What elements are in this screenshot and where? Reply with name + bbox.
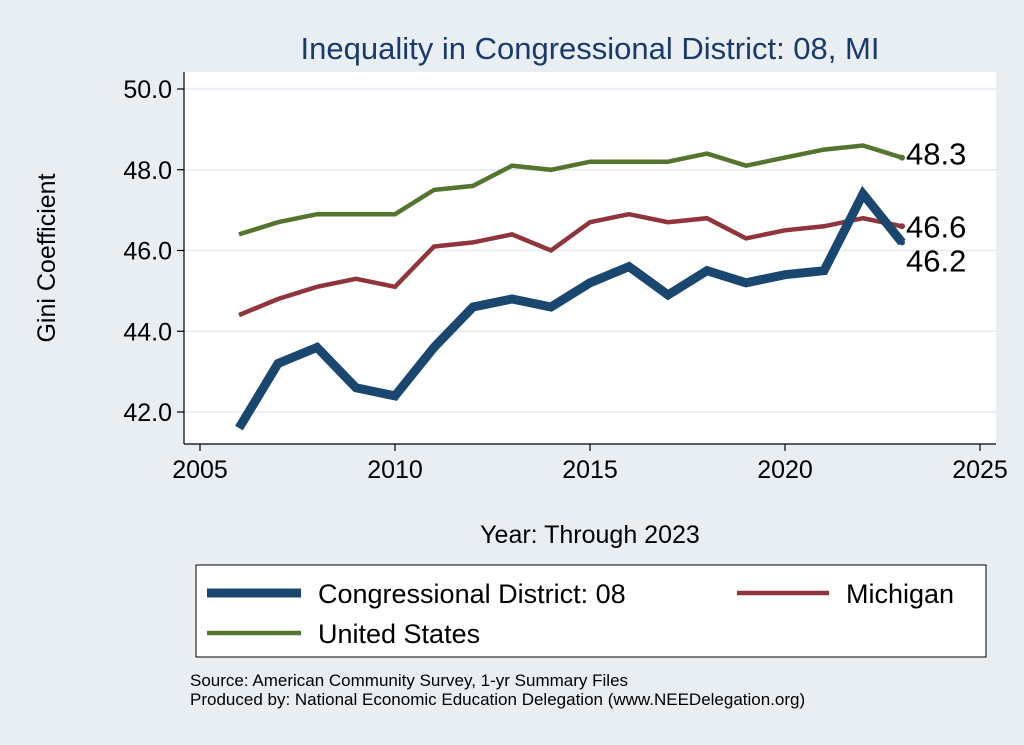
source-notes: Source: American Community Survey, 1-yr … bbox=[190, 671, 805, 709]
legend-label: Congressional District: 08 bbox=[318, 579, 626, 609]
legend: Congressional District: 08 Michigan United… bbox=[195, 564, 987, 658]
legend-label: United States bbox=[318, 619, 480, 649]
y-tick-label: 44.0 bbox=[123, 318, 172, 346]
series-lines bbox=[235, 143, 906, 431]
y-tick-label: 42.0 bbox=[123, 399, 172, 427]
legend-box bbox=[195, 564, 987, 658]
series-line bbox=[238, 211, 903, 318]
plot-area bbox=[184, 72, 996, 444]
x-tick-label: 2005 bbox=[172, 456, 228, 484]
end-marker bbox=[899, 154, 905, 161]
produced-by-text: Produced by: National Economic Education… bbox=[190, 690, 806, 709]
x-axis-label: Year: Through 2023 bbox=[480, 521, 700, 549]
y-tick-label: 48.0 bbox=[123, 157, 172, 185]
end-marker bbox=[899, 239, 905, 246]
legend-label: Michigan bbox=[846, 579, 954, 609]
x-tick-label: 2015 bbox=[562, 456, 618, 484]
chart-title: Inequality in Congressional District: 08… bbox=[301, 31, 880, 66]
axes: 42.0 44.0 46.0 48.0 50.0 2005 2010 2015 2020 2025 bbox=[123, 72, 1008, 484]
y-axis-label: Gini Coefficient bbox=[33, 173, 61, 342]
y-tick-label: 46.0 bbox=[123, 238, 172, 266]
end-marker bbox=[899, 223, 905, 230]
series-line bbox=[238, 143, 903, 237]
gridlines bbox=[184, 88, 996, 413]
end-value-label: 46.2 bbox=[906, 243, 966, 278]
end-value-label: 46.6 bbox=[906, 209, 966, 244]
y-tick-label: 50.0 bbox=[123, 76, 172, 104]
end-labels: 46.246.6 48.3 bbox=[899, 137, 966, 278]
end-value-label: 48.3 bbox=[906, 137, 966, 172]
source-text: Source: American Community Survey, 1-yr … bbox=[190, 671, 629, 690]
x-tick-label: 2020 bbox=[757, 456, 813, 484]
x-tick-label: 2025 bbox=[952, 456, 1008, 484]
series-line bbox=[235, 185, 906, 431]
x-tick-label: 2010 bbox=[367, 456, 423, 484]
